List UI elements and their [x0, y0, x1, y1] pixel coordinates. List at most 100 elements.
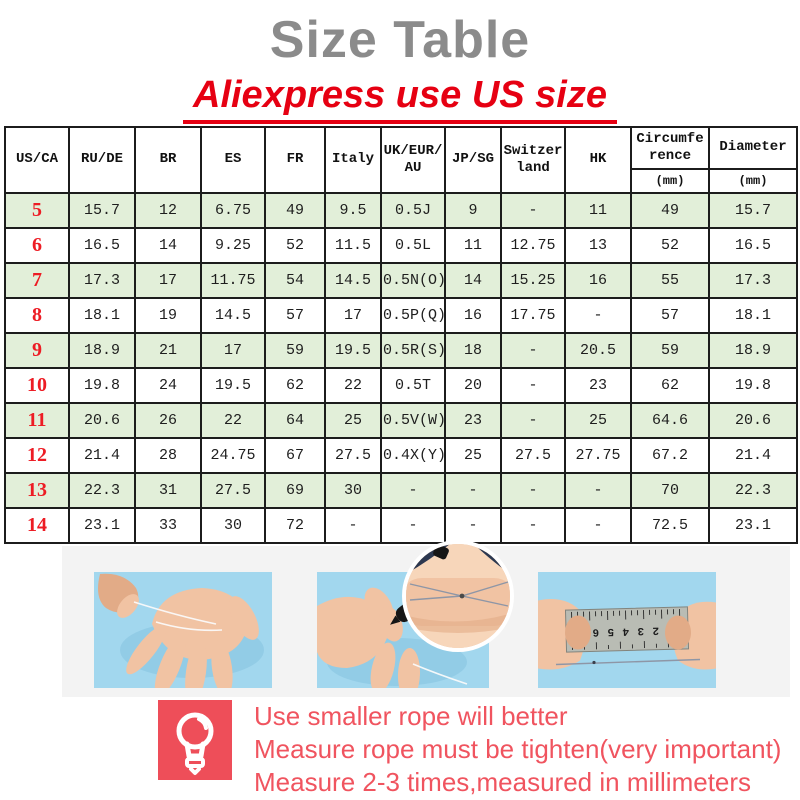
table-cell: 23.1 [708, 507, 798, 544]
table-cell: 22.3 [68, 472, 136, 509]
note-line: Use smaller rope will better [254, 701, 568, 731]
table-cell: - [500, 402, 566, 439]
table-cell: 0.5V(W) [380, 402, 446, 439]
size-table-head: US/CA RU/DE BR ES FR Italy UK/EUR/AU JP/SG Switz… [4, 126, 798, 194]
column-header: Diameter [708, 126, 798, 170]
column-unit-label: (mm) [708, 168, 798, 194]
us-size-cell: 12 [4, 437, 70, 474]
table-cell: 13 [564, 227, 632, 264]
table-cell: 11 [444, 227, 502, 264]
table-cell: 0.5L [380, 227, 446, 264]
us-size-cell: 14 [4, 507, 70, 544]
svg-text:6: 6 [592, 625, 599, 637]
table-cell: 27.5 [500, 437, 566, 474]
table-cell: 16 [444, 297, 502, 334]
us-size-cell: 13 [4, 472, 70, 509]
table-cell: 22 [200, 402, 266, 439]
table-cell: - [324, 507, 382, 544]
column-header: ES [200, 126, 266, 194]
table-cell: 25 [444, 437, 502, 474]
table-cell: 26 [134, 402, 202, 439]
table-cell: 12 [134, 192, 202, 229]
table-cell: 11.75 [200, 262, 266, 299]
table-cell: 21 [134, 332, 202, 369]
table-row: 12 21.4 28 24.75 67 27.5 0.4X(Y) 25 27.5 27.75 67.… [4, 437, 798, 474]
table-cell: 49 [630, 192, 710, 229]
table-cell: 16.5 [68, 227, 136, 264]
column-header: Italy [324, 126, 382, 194]
table-cell: 18 [444, 332, 502, 369]
table-cell: 27.75 [564, 437, 632, 474]
table-cell: 19.8 [708, 367, 798, 404]
table-cell: 18.1 [708, 297, 798, 334]
table-cell: 15.7 [68, 192, 136, 229]
table-cell: 28 [134, 437, 202, 474]
table-cell: 30 [200, 507, 266, 544]
table-cell: 52 [630, 227, 710, 264]
table-cell: 21.4 [708, 437, 798, 474]
table-cell: - [444, 472, 502, 509]
table-cell: 72.5 [630, 507, 710, 544]
us-size-cell: 8 [4, 297, 70, 334]
table-cell: - [564, 472, 632, 509]
table-cell: 16.5 [708, 227, 798, 264]
table-cell: - [500, 367, 566, 404]
table-cell: 12.75 [500, 227, 566, 264]
rope-knot-closeup-illustration [406, 544, 510, 648]
svg-text:5: 5 [607, 625, 614, 637]
photo-wrap-rope-on-hand [94, 572, 272, 688]
table-cell: - [564, 507, 632, 544]
table-cell: - [380, 507, 446, 544]
table-row: 13 22.3 31 27.5 69 30- - - -70 22.3 [4, 472, 798, 509]
note-line: Measure rope must be tighten(very import… [254, 734, 782, 764]
table-cell: 72 [264, 507, 326, 544]
table-cell: - [500, 507, 566, 544]
table-cell: 22.3 [708, 472, 798, 509]
lightbulb-icon [158, 700, 232, 780]
table-cell: 14.5 [324, 262, 382, 299]
table-cell: 57 [264, 297, 326, 334]
table-cell: 24 [134, 367, 202, 404]
table-row: 14 23.1 33 30 72- - - - -72.5 23.1 [4, 507, 798, 544]
table-cell: 52 [264, 227, 326, 264]
table-row: 9 18.9 21 17 59 19.5 0.5R(S) 18-20.5 59 18.9 [4, 332, 798, 369]
page-subtitle: Aliexpress use US size [183, 74, 617, 124]
table-cell: 9 [444, 192, 502, 229]
table-cell: - [380, 472, 446, 509]
table-cell: 23.1 [68, 507, 136, 544]
table-cell: 24.75 [200, 437, 266, 474]
table-cell: - [444, 507, 502, 544]
us-size-cell: 5 [4, 192, 70, 229]
table-cell: 21.4 [68, 437, 136, 474]
measurement-photos-strip: 1234567 [62, 540, 790, 697]
table-cell: 18.9 [708, 332, 798, 369]
table-cell: 17.3 [708, 262, 798, 299]
table-cell: 31 [134, 472, 202, 509]
table-row: 8 18.1 19 14.5 57 17 0.5P(Q) 16 17.75-57 18.1 [4, 297, 798, 334]
table-cell: 17 [134, 262, 202, 299]
column-header: Circumference [630, 126, 710, 170]
column-header: RU/DE [68, 126, 136, 194]
column-header: UK/EUR/AU [380, 126, 446, 194]
lightbulb-glyph [176, 712, 214, 775]
table-cell: 49 [264, 192, 326, 229]
table-cell: 17 [324, 297, 382, 334]
table-cell: 0.5N(O) [380, 262, 446, 299]
note-text-block: Use smaller rope will better Measure rop… [254, 700, 781, 799]
table-row: 11 20.6 26 22 64 25 0.5V(W) 23-25 64.6 20.6 [4, 402, 798, 439]
table-cell: 6.75 [200, 192, 266, 229]
table-row: 10 19.8 24 19.5 62 22 0.5T 20-23 62 19.8 [4, 367, 798, 404]
table-cell: 67 [264, 437, 326, 474]
table-cell: 0.4X(Y) [380, 437, 446, 474]
table-cell: 19.5 [200, 367, 266, 404]
table-cell: 11 [564, 192, 632, 229]
us-size-cell: 7 [4, 262, 70, 299]
table-cell: - [500, 472, 566, 509]
table-cell: 62 [264, 367, 326, 404]
subtitle-row: Aliexpress use US size [0, 74, 800, 124]
us-size-cell: 11 [4, 402, 70, 439]
table-cell: - [500, 192, 566, 229]
table-cell: 17 [200, 332, 266, 369]
column-header: BR [134, 126, 202, 194]
